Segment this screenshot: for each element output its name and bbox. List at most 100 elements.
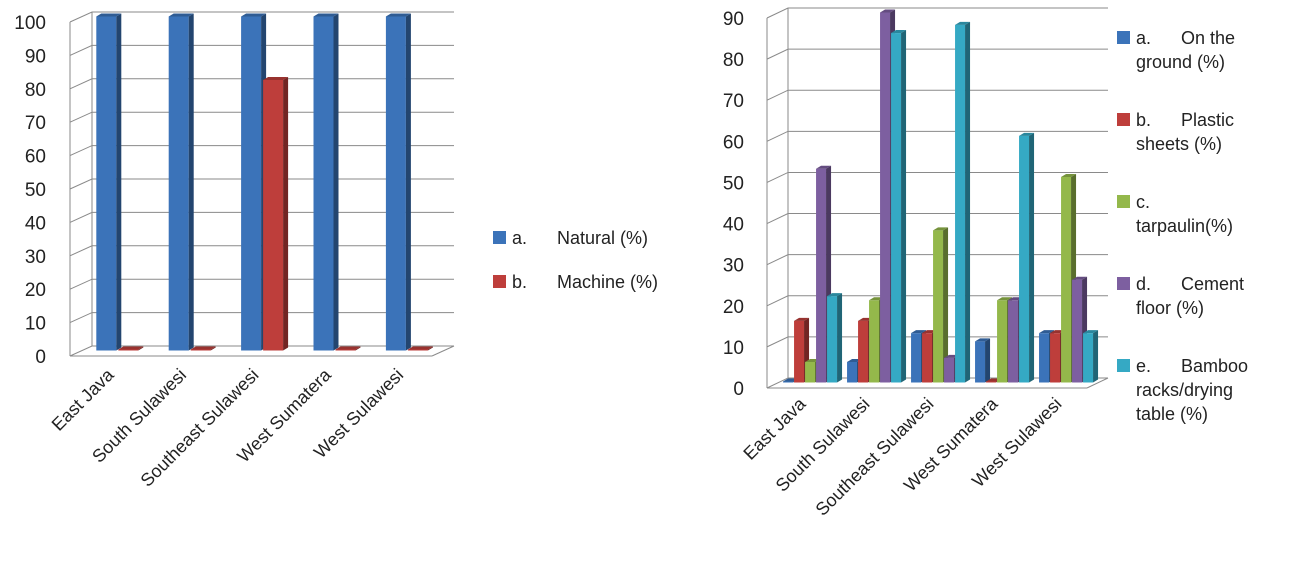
bar: [407, 346, 433, 351]
bar-top: [827, 293, 843, 297]
legend-swatch: [1117, 31, 1130, 44]
bar-top: [385, 13, 411, 17]
bar: [118, 346, 144, 351]
bar-top: [891, 30, 907, 34]
legend-label: racks/drying: [1136, 380, 1233, 400]
floor-edge: [431, 345, 455, 357]
bar-front: [986, 381, 997, 383]
legend-item: e. Bamboo racks/drying table (%): [1117, 356, 1248, 424]
bar-side: [210, 346, 216, 351]
bar-top: [975, 338, 991, 342]
bar-top: [1061, 173, 1077, 177]
y-tick-label: 80: [723, 50, 744, 71]
bar-front: [944, 357, 955, 383]
bar: [168, 13, 194, 351]
bar-top: [407, 346, 433, 350]
bar-side: [1029, 132, 1035, 383]
bar-side: [901, 30, 907, 383]
bar-top: [263, 76, 289, 80]
bar-front: [263, 79, 284, 351]
bar-top: [1072, 276, 1088, 280]
bar-top: [1083, 330, 1099, 334]
x-tick-label: Southeast Sulawesi: [137, 365, 263, 491]
y-tick-label: 0: [35, 347, 46, 368]
bar-top: [880, 9, 896, 13]
bar-side: [837, 293, 843, 383]
bar: [891, 30, 907, 383]
bar-front: [955, 24, 966, 383]
y-tick-label: 30: [25, 247, 46, 268]
bar-front: [794, 320, 805, 383]
bar: [827, 293, 843, 383]
bars: [783, 9, 1099, 383]
bar: [263, 76, 289, 351]
bar-top: [933, 227, 949, 231]
legend-item: d. Cement floor (%): [1117, 274, 1244, 318]
bar-front: [847, 361, 858, 383]
bar-front: [241, 16, 262, 351]
bar-front: [880, 12, 891, 383]
bar-front: [1061, 176, 1072, 383]
bar-side: [283, 76, 289, 351]
bar-front: [783, 381, 794, 383]
bar-front: [1050, 333, 1061, 383]
bar-front: [827, 296, 838, 383]
bar-front: [975, 341, 986, 383]
bar-front: [997, 300, 1008, 383]
bar-front: [869, 300, 880, 383]
bar-side: [985, 338, 991, 383]
bar-front: [190, 349, 211, 351]
bar-side: [427, 346, 433, 351]
bar-top: [997, 297, 1013, 301]
legend-label: a. On the: [1136, 28, 1235, 48]
bar-top: [96, 13, 122, 17]
legend-swatch: [493, 275, 506, 288]
y-tick-label: 60: [25, 147, 46, 168]
bar-top: [190, 346, 216, 350]
legend-label: ground (%): [1136, 52, 1225, 72]
legend-item: c. tarpaulin(%): [1117, 192, 1233, 236]
bar: [1083, 330, 1099, 383]
bars: [96, 13, 433, 351]
gridline: [766, 7, 1108, 19]
bar-side: [138, 346, 144, 351]
bar-side: [1093, 330, 1099, 383]
y-tick-label: 40: [723, 215, 744, 236]
bar: [335, 346, 361, 351]
legend-swatch: [1117, 277, 1130, 290]
x-tick-label: Southeast Sulawesi: [812, 394, 938, 520]
bar-top: [816, 165, 832, 169]
bar: [1019, 132, 1035, 383]
legend-item: a. Natural (%): [493, 228, 648, 248]
bar-side: [355, 346, 361, 351]
bar-side: [965, 21, 971, 383]
gridline: [766, 89, 1108, 101]
y-tick-label: 20: [723, 297, 744, 318]
floor-edge: [1086, 377, 1109, 389]
bar-front: [911, 333, 922, 383]
bar-side: [188, 13, 194, 351]
y-tick-label: 10: [723, 338, 744, 359]
bar-top: [241, 13, 267, 17]
bar-top: [1019, 132, 1035, 136]
bar-front: [816, 168, 827, 383]
bar-top: [1039, 330, 1055, 334]
legend-label: b. Machine (%): [512, 272, 658, 292]
legend-label: a. Natural (%): [512, 228, 648, 248]
legend-label: tarpaulin(%): [1136, 216, 1233, 236]
bar-front: [858, 320, 869, 383]
legend-label: table (%): [1136, 404, 1208, 424]
bar-top: [794, 317, 810, 321]
bar: [96, 13, 122, 351]
legend-swatch: [493, 231, 506, 244]
bar-front: [407, 349, 428, 351]
bar-front: [168, 16, 189, 351]
legend-item: b. Plastic sheets (%): [1117, 110, 1234, 154]
legend-label: c.: [1136, 192, 1150, 212]
bar-front: [805, 361, 816, 383]
y-tick-label: 50: [25, 180, 46, 201]
y-tick-label: 0: [733, 379, 744, 400]
gridline: [766, 48, 1108, 60]
